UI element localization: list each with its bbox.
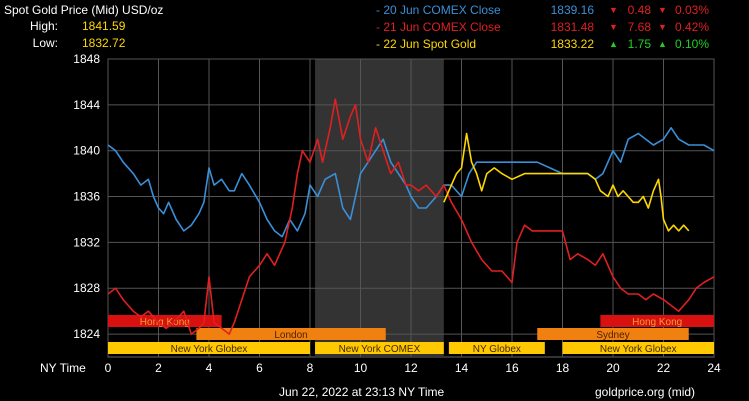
down-arrow-icon: ▼ <box>658 22 667 32</box>
x-tick-label: 24 <box>707 361 721 375</box>
up-arrow-icon: ▲ <box>609 39 618 49</box>
down-arrow-icon: ▼ <box>609 5 618 15</box>
x-tick-label: 0 <box>105 361 112 375</box>
legend-change: 1.75 <box>627 37 651 51</box>
y-tick-label: 1828 <box>73 281 100 295</box>
session-label: Hong Kong <box>632 317 682 328</box>
x-tick-label: 22 <box>657 361 671 375</box>
down-arrow-icon: ▼ <box>658 5 667 15</box>
chart-title: Spot Gold Price (Mid) USD/oz <box>4 3 164 17</box>
high-label: High: <box>29 19 58 33</box>
session-label: New York COMEX <box>339 344 421 355</box>
x-tick-label: 4 <box>206 361 213 375</box>
x-tick-label: 8 <box>307 361 314 375</box>
x-axis-label: NY Time <box>40 361 86 375</box>
session-label: New York Globex <box>171 344 248 355</box>
session-label: New York Globex <box>600 344 677 355</box>
x-tick-label: 16 <box>505 361 519 375</box>
y-tick-label: 1836 <box>73 190 100 204</box>
legend-series-name: - 21 Jun COMEX Close <box>376 20 501 34</box>
series-line-1 <box>107 98 715 335</box>
legend-percent: 0.42% <box>674 20 709 34</box>
session-band <box>600 315 714 327</box>
up-arrow-icon: ▲ <box>658 39 667 49</box>
legend-percent: 0.03% <box>674 3 709 17</box>
legend-series-name: - 20 Jun COMEX Close <box>376 3 501 17</box>
legend-price: 1839.16 <box>550 3 594 17</box>
x-tick-label: 14 <box>455 361 469 375</box>
x-tick-label: 18 <box>556 361 570 375</box>
session-band <box>108 342 310 354</box>
high-value: 1841.59 <box>82 19 126 33</box>
legend-series-name: - 22 Jun Spot Gold <box>376 37 477 51</box>
series-line-0 <box>107 127 715 238</box>
session-band <box>196 328 386 340</box>
low-label: Low: <box>32 36 58 50</box>
session-band <box>315 342 444 354</box>
y-tick-label: 1840 <box>73 144 100 158</box>
session-band <box>108 315 222 327</box>
legend-change: 0.48 <box>627 3 651 17</box>
session-band <box>448 342 545 354</box>
legend-change: 7.68 <box>627 20 651 34</box>
x-tick-label: 20 <box>606 361 620 375</box>
timestamp: Jun 22, 2022 at 23:13 NY Time <box>279 385 445 399</box>
session-band <box>537 328 689 340</box>
y-tick-label: 1824 <box>73 327 100 341</box>
x-tick-label: 10 <box>354 361 368 375</box>
x-tick-label: 2 <box>155 361 162 375</box>
series-line-2 <box>443 132 690 232</box>
session-band <box>562 342 714 354</box>
session-label: NY Globex <box>473 344 521 355</box>
source-credit: goldprice.org (mid) <box>595 385 696 399</box>
session-label: Hong Kong <box>140 317 190 328</box>
legend-price: 1833.22 <box>550 37 594 51</box>
legend-percent: 0.10% <box>674 37 709 51</box>
down-arrow-icon: ▼ <box>609 22 618 32</box>
y-tick-label: 1848 <box>73 52 100 66</box>
y-tick-label: 1844 <box>73 98 100 112</box>
y-tick-label: 1832 <box>73 235 100 249</box>
session-label: London <box>274 330 307 341</box>
x-tick-label: 12 <box>404 361 418 375</box>
low-value: 1832.72 <box>82 36 126 50</box>
legend-price: 1831.48 <box>550 20 594 34</box>
x-tick-label: 6 <box>256 361 263 375</box>
session-label: Sydney <box>596 330 629 341</box>
